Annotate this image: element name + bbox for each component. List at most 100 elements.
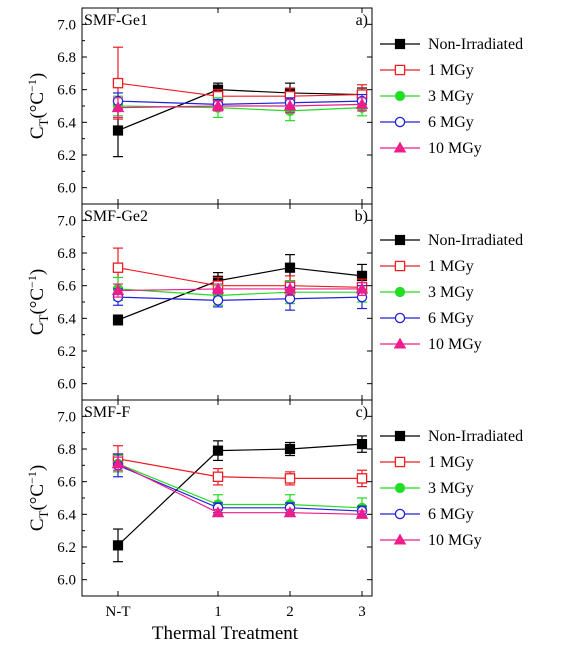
marker-triangle <box>393 337 407 349</box>
y-tick-label: 6.6 <box>57 279 76 295</box>
series-line <box>117 288 362 292</box>
marker-triangle <box>211 99 225 111</box>
legend-label: 1 MGy <box>428 258 474 275</box>
marker-square <box>112 540 124 551</box>
y-tick-label: 6.0 <box>57 377 76 393</box>
panel-letter: a) <box>356 12 368 29</box>
legend-label: 3 MGy <box>428 480 474 497</box>
y-tick-label: 6.4 <box>57 311 76 327</box>
marker-open-circle <box>212 295 224 306</box>
marker-triangle <box>283 99 297 111</box>
legend-label: Non-Irradiated <box>428 232 523 249</box>
y-tick-label: 6.8 <box>57 246 76 262</box>
legend-label: 10 MGy <box>428 532 482 549</box>
series-3-mgy <box>112 276 368 306</box>
legend-label: Non-Irradiated <box>428 36 523 53</box>
marker-square <box>112 314 124 326</box>
series-line <box>117 463 363 509</box>
series-10-mgy <box>111 456 369 519</box>
y-tick-label: 6.4 <box>57 507 76 523</box>
marker-circle <box>394 90 406 102</box>
y-tick-label: 6.8 <box>57 50 76 66</box>
marker-open-circle <box>394 312 406 324</box>
marker-triangle <box>111 284 125 296</box>
y-tick-label: 6.2 <box>57 148 76 164</box>
series-non-irradiated <box>112 435 368 563</box>
x-axis-title: Thermal Treatment <box>152 623 299 644</box>
marker-circle <box>394 482 406 494</box>
marker-open-square <box>212 471 224 483</box>
panel-fiber-label: SMF-F <box>84 404 130 421</box>
y-tick-label: 7.0 <box>57 213 76 229</box>
marker-square <box>112 125 124 136</box>
series-line <box>117 89 363 132</box>
marker-square <box>284 262 296 273</box>
y-axis-title: CT(°C−1) <box>25 465 51 531</box>
marker-triangle <box>283 506 297 518</box>
marker-square <box>212 445 224 456</box>
legend-label: Non-Irradiated <box>428 428 523 445</box>
series-non-irradiated <box>112 82 368 158</box>
marker-square <box>394 234 406 246</box>
y-tick-label: 6.0 <box>57 573 76 589</box>
marker-triangle <box>355 97 369 109</box>
marker-open-square <box>394 64 406 76</box>
marker-open-square <box>394 456 406 468</box>
marker-square <box>394 38 406 50</box>
y-tick-label: 6.6 <box>57 83 76 99</box>
series-line <box>117 82 363 97</box>
marker-triangle <box>111 457 125 469</box>
legend-label: 6 MGy <box>428 114 474 131</box>
legend-label: 6 MGy <box>428 506 474 523</box>
marker-triangle <box>393 533 407 545</box>
panel-fiber-label: SMF-Ge2 <box>84 208 148 225</box>
marker-open-square <box>394 260 406 272</box>
panel-letter: b) <box>355 208 368 225</box>
chart-panel-1: 6.0 6.2 6.4 6.6 6.8 7.0 SMF-Ge1 a) Non-Irradiate… <box>57 7 523 205</box>
plot-frame <box>81 203 373 401</box>
marker-open-square <box>112 262 124 273</box>
legend-label: 6 MGy <box>428 310 474 327</box>
series-line <box>117 267 363 288</box>
marker-triangle <box>393 141 407 153</box>
series-line <box>117 463 363 515</box>
legend-label: 10 MGy <box>428 140 482 157</box>
y-tick-label: 6.8 <box>57 442 76 458</box>
series-line <box>117 267 363 321</box>
marker-triangle <box>211 282 225 294</box>
marker-square <box>394 430 406 442</box>
x-tick-label: 2 <box>286 604 294 620</box>
y-axis-title: CT(°C−1) <box>25 269 51 335</box>
x-tick-label: 3 <box>358 604 366 620</box>
x-tick-label: 1 <box>214 604 222 620</box>
y-tick-label: 6.4 <box>57 115 76 131</box>
legend: Non-Irradiated 1 MGy 3 MGy 6 MGy 10 MGy <box>380 232 523 353</box>
y-tick-label: 6.6 <box>57 475 76 491</box>
series-line <box>117 443 363 546</box>
marker-triangle <box>211 506 225 518</box>
series-line <box>117 464 363 512</box>
legend-label: 1 MGy <box>428 62 474 79</box>
panel-fiber-label: SMF-Ge1 <box>84 12 148 29</box>
legend-label: 1 MGy <box>428 454 474 471</box>
series-10-mgy <box>111 97 369 119</box>
y-tick-label: 6.0 <box>57 181 76 197</box>
marker-open-square <box>284 473 296 484</box>
y-axis-title: CT(°C−1) <box>25 73 51 139</box>
series-line <box>117 296 363 301</box>
legend-label: 3 MGy <box>428 88 474 105</box>
y-tick-label: 7.0 <box>57 17 76 33</box>
legend: Non-Irradiated 1 MGy 3 MGy 6 MGy 10 MGy <box>380 428 523 549</box>
x-tick-label: N-T <box>106 604 131 620</box>
plot-frame <box>81 399 373 597</box>
series-line <box>117 288 362 297</box>
chart-panel-3: 6.0 6.2 6.4 6.6 6.8 7.0 N-T 1 2 3 SMF-F c) Non-Irrad… <box>57 399 523 620</box>
series-line <box>117 100 363 105</box>
marker-circle <box>394 286 406 298</box>
chart-panel-2: 6.0 6.2 6.4 6.6 6.8 7.0 SMF-Ge2 b) Non-Irradiate… <box>57 203 523 401</box>
y-tick-label: 6.2 <box>57 540 76 556</box>
marker-triangle <box>355 282 369 294</box>
series-10-mgy <box>111 281 369 298</box>
y-tick-label: 6.2 <box>57 344 76 360</box>
